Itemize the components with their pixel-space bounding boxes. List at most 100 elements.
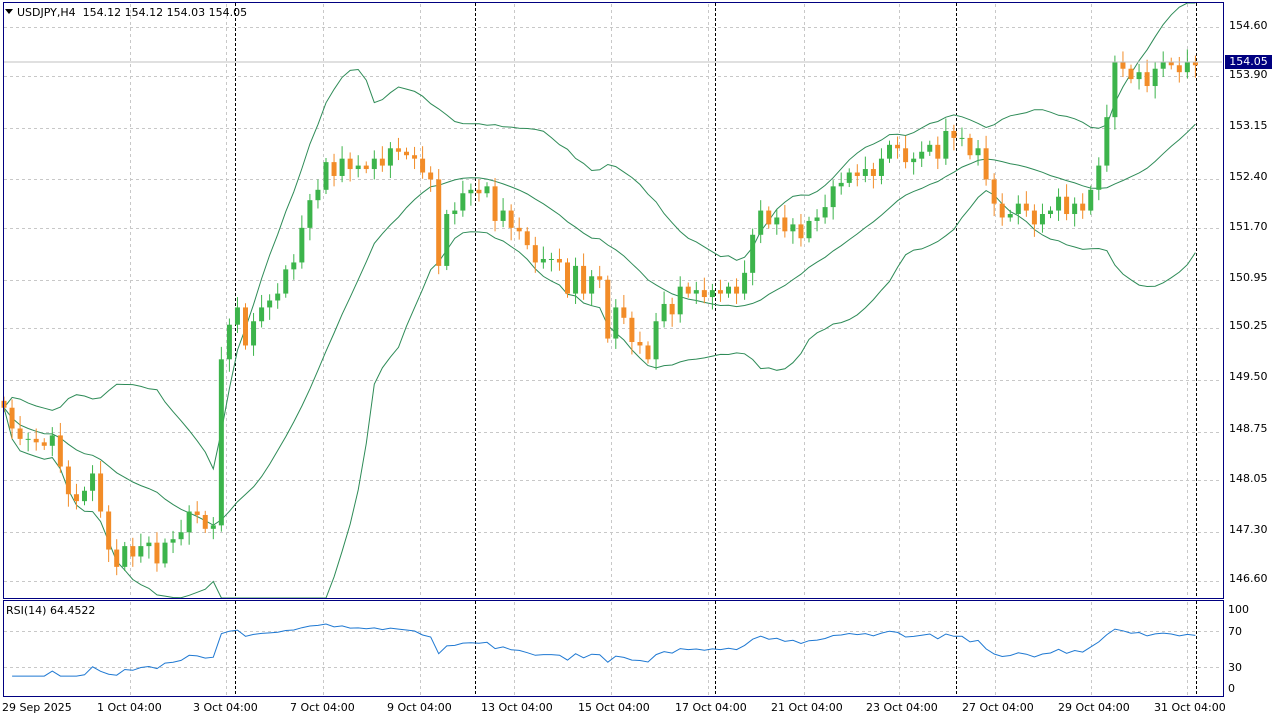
candle-body [999, 203, 1005, 218]
candle [822, 194, 828, 224]
candle-body [1056, 196, 1062, 211]
candle [226, 318, 232, 372]
candle [782, 205, 788, 238]
candle-body [299, 227, 305, 263]
candle [404, 147, 409, 160]
candle [395, 137, 401, 161]
candle [1144, 59, 1150, 93]
bollinger-lower-band [3, 189, 1196, 599]
candle [251, 312, 257, 356]
candle-body [621, 307, 627, 318]
candle [1136, 63, 1142, 90]
price-tick-label: 152.40 [1229, 170, 1268, 183]
candle [41, 438, 47, 450]
candle [243, 303, 248, 350]
candle [347, 152, 353, 182]
candle [259, 294, 265, 328]
candle-body [935, 144, 941, 159]
candle [49, 427, 55, 457]
candle-body [717, 290, 723, 294]
rsi-tick-label: 70 [1228, 625, 1242, 638]
candle-body [814, 217, 820, 221]
candle-body [862, 169, 868, 176]
candle-body [412, 155, 418, 159]
candle [25, 432, 31, 452]
candle [1168, 57, 1174, 70]
candle [468, 183, 474, 206]
candle-body [323, 162, 329, 190]
candle-body [114, 549, 120, 567]
candle [1120, 51, 1126, 78]
candle [106, 505, 112, 563]
candle [589, 270, 595, 307]
candle [460, 180, 466, 217]
candle-body [645, 345, 651, 360]
candle [323, 157, 329, 194]
candle-body [919, 151, 925, 159]
candle [1096, 157, 1102, 201]
candle-body [243, 307, 248, 346]
candle-body [1080, 203, 1086, 211]
price-tick-label: 146.60 [1229, 572, 1268, 585]
candle [524, 227, 530, 250]
candle-body [307, 200, 313, 228]
candle-body [41, 442, 47, 446]
candle [774, 209, 780, 235]
symbol-label: USDJPY,H4 [17, 6, 76, 19]
candle-body [1031, 210, 1037, 225]
candle-body [339, 158, 345, 176]
candle [1080, 193, 1086, 219]
time-tick-label: 17 Oct 04:00 [675, 701, 747, 714]
candle-body [589, 276, 595, 294]
candle [1112, 55, 1118, 130]
time-tick-label: 7 Oct 04:00 [290, 701, 355, 714]
candle-body [484, 186, 490, 194]
candle [581, 253, 587, 300]
candle [1072, 197, 1078, 227]
candle-body [878, 158, 884, 176]
candle-body [782, 217, 788, 232]
candle [758, 200, 764, 244]
candle-body [234, 307, 240, 325]
time-tick-label: 15 Oct 04:00 [578, 701, 650, 714]
candle [726, 282, 731, 298]
candle [371, 150, 377, 180]
candle-body [556, 258, 562, 263]
candle-body [178, 532, 184, 540]
candle-body [267, 300, 273, 308]
time-tick-label: 13 Oct 04:00 [481, 701, 553, 714]
candle-body [1096, 165, 1102, 190]
candle-body [734, 286, 740, 294]
candle-body [669, 303, 675, 315]
chevron-down-icon[interactable] [5, 9, 13, 14]
candle-body [661, 303, 667, 322]
candle-body [315, 189, 321, 201]
candle-body [1136, 72, 1142, 80]
candle [878, 148, 884, 185]
candle-body [387, 148, 393, 166]
candle [709, 283, 715, 310]
candle [798, 214, 804, 247]
candle [154, 532, 160, 572]
candle [146, 536, 152, 559]
candle [685, 282, 691, 298]
price-tick-label: 147.30 [1229, 523, 1268, 536]
candle-body [363, 165, 369, 170]
candle-body [106, 511, 112, 550]
candle-body [790, 224, 796, 232]
candle-body [516, 227, 522, 232]
date-separators [235, 3, 1197, 696]
candle [9, 399, 15, 439]
time-tick-label: 1 Oct 04:00 [97, 701, 162, 714]
candle [428, 166, 434, 192]
rsi-indicator-label: RSI(14) 64.4522 [6, 604, 96, 617]
candle-body [476, 189, 482, 194]
candle [1176, 56, 1182, 83]
candle [1031, 204, 1037, 237]
candle [629, 311, 635, 355]
candle [999, 193, 1005, 226]
candle [90, 465, 96, 502]
candle [838, 172, 844, 195]
candle-body [371, 158, 377, 170]
